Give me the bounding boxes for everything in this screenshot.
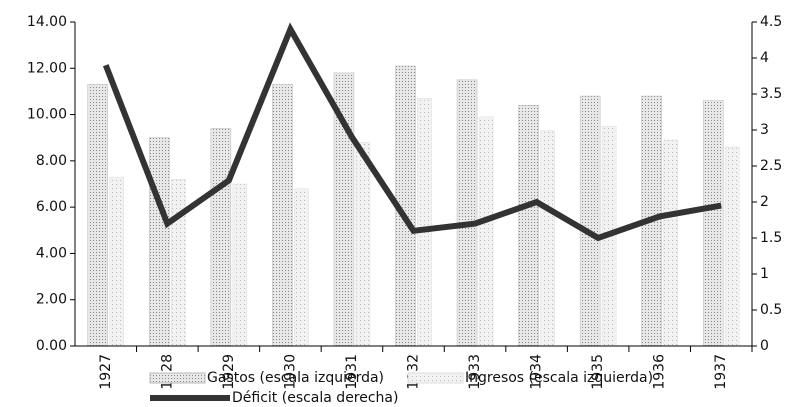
x-tick-label: 1933: [467, 354, 483, 390]
x-tick-label: 1930: [282, 354, 298, 390]
bar: [540, 130, 555, 347]
legend-label: Déficit (escala derecha): [232, 390, 398, 406]
y2-tick-label: 3.5: [760, 86, 782, 102]
x-tick-label: 1929: [221, 354, 237, 390]
y-tick-label: 12.00: [27, 60, 67, 76]
y-tick-label: 6.00: [36, 199, 67, 215]
y2-tick-label: 2: [760, 194, 769, 210]
bar: [579, 95, 601, 347]
x-tick-label: 1937: [713, 354, 729, 390]
bar: [232, 183, 248, 347]
bar: [417, 98, 432, 347]
bar: [724, 146, 740, 347]
y2-tick-label: 2.5: [760, 158, 782, 174]
x-tick-label: 1928: [159, 354, 175, 390]
x-tick-label: 1934: [529, 354, 545, 390]
y-tick-label: 2.00: [36, 292, 67, 308]
y-tick-label: 8.00: [36, 153, 67, 169]
bar: [355, 142, 371, 347]
y-tick-label: 0.00: [36, 338, 67, 354]
bar: [171, 179, 186, 347]
bar: [87, 84, 109, 347]
y-tick-label: 4.00: [36, 245, 67, 261]
y2-tick-label: 0.5: [760, 302, 782, 318]
y2-tick-label: 0: [760, 338, 769, 354]
y2-tick-label: 1.5: [760, 230, 782, 246]
bar: [272, 84, 293, 347]
y2-tick-label: 4: [760, 50, 769, 66]
y2-tick-label: 4.5: [760, 14, 782, 30]
y2-tick-label: 3: [760, 122, 769, 138]
bar: [518, 105, 539, 347]
bar: [456, 79, 478, 347]
legend-label: Ingresos (escala izquierda): [465, 370, 653, 386]
x-tick-label: 1931: [344, 354, 360, 390]
x-tick-label: 1936: [652, 354, 668, 390]
deficit-line: [102, 22, 722, 242]
bar: [109, 176, 125, 347]
y-tick-label: 14.00: [27, 14, 67, 30]
x-tick-label: 1932: [406, 354, 422, 390]
bar: [702, 100, 724, 347]
x-tick-label: 1927: [98, 354, 114, 390]
legend-swatch: [150, 395, 230, 401]
bar: [663, 139, 678, 347]
legend-swatch: [407, 372, 464, 384]
bar: [149, 137, 170, 347]
bar: [210, 128, 232, 347]
y-tick-label: 10.00: [27, 107, 67, 123]
y2-tick-label: 1: [760, 266, 769, 282]
bar: [478, 116, 494, 347]
legend-swatch: [149, 372, 206, 384]
bar: [294, 188, 309, 347]
legend-label: Gastos (escala izquierda): [207, 370, 384, 386]
x-tick-label: 1935: [590, 354, 606, 390]
